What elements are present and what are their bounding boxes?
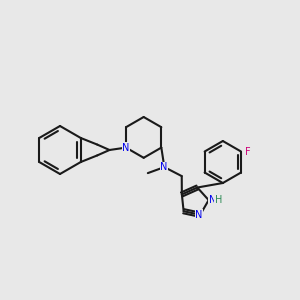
Text: N: N <box>195 210 202 220</box>
Text: F: F <box>245 146 250 157</box>
Text: H: H <box>214 195 222 205</box>
Text: N: N <box>122 142 130 153</box>
Text: N: N <box>208 195 216 205</box>
Text: N: N <box>160 162 167 172</box>
